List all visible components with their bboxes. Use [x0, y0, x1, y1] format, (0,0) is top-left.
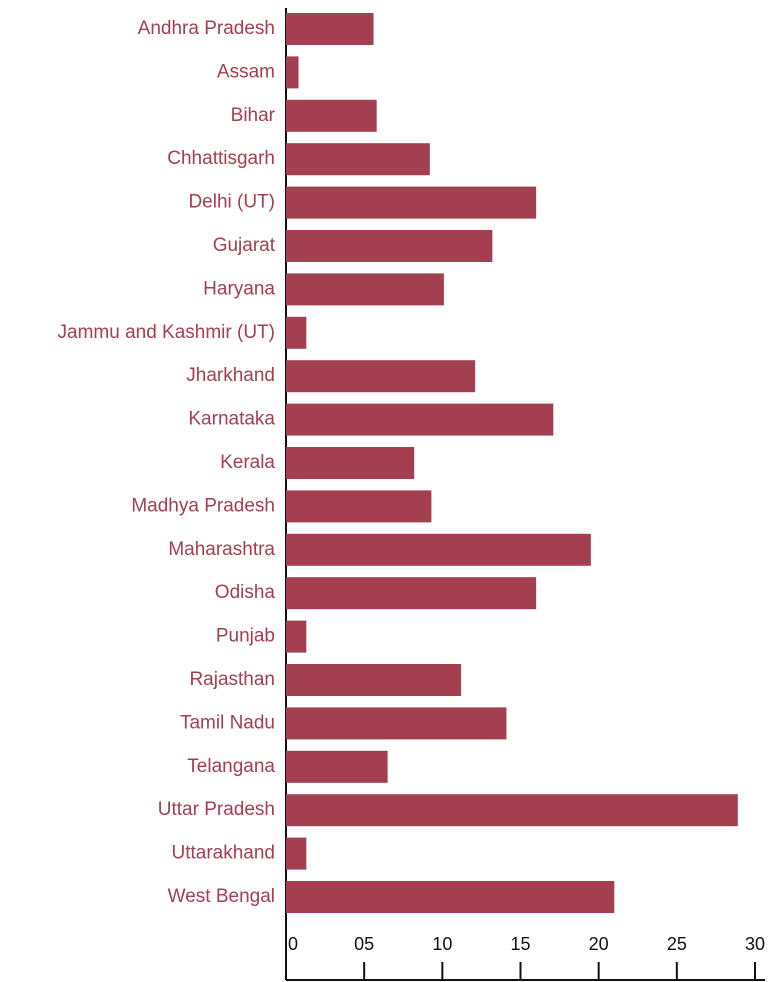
category-label: Odisha — [215, 582, 276, 603]
x-tick-label: 15 — [510, 934, 530, 954]
category-label: Bihar — [231, 105, 276, 126]
x-tick-label: 20 — [589, 934, 609, 954]
category-label: Madhya Pradesh — [131, 495, 275, 516]
x-tick-label: 0 — [288, 934, 298, 954]
bar — [286, 533, 591, 566]
x-tick-label: 05 — [354, 934, 374, 954]
bar — [286, 577, 537, 610]
bar — [286, 707, 507, 740]
bar — [286, 99, 377, 132]
category-label: Rajasthan — [189, 669, 275, 690]
bar — [286, 273, 444, 306]
bar — [286, 837, 307, 870]
category-label: Assam — [217, 61, 275, 82]
category-label: Haryana — [203, 278, 275, 299]
bar — [286, 750, 388, 783]
bar — [286, 143, 430, 176]
category-label: Telangana — [187, 756, 275, 777]
category-label: Gujarat — [213, 235, 276, 256]
category-label: Andhra Pradesh — [138, 18, 275, 39]
bar — [286, 664, 462, 696]
category-label: Uttar Pradesh — [158, 799, 275, 820]
category-label: Karnataka — [188, 409, 275, 430]
bar — [286, 490, 432, 523]
bar — [286, 186, 537, 219]
category-label: Chhattisgarh — [167, 148, 275, 169]
bar — [286, 794, 738, 827]
bar — [286, 447, 415, 479]
category-label: Punjab — [216, 626, 275, 647]
x-tick-label: 30 — [745, 934, 765, 954]
bar — [286, 316, 307, 349]
category-label: Jammu and Kashmir (UT) — [58, 322, 276, 343]
category-label: Kerala — [220, 452, 275, 473]
bar — [286, 881, 615, 913]
bar — [286, 403, 554, 436]
category-label: Tamil Nadu — [180, 712, 275, 733]
category-label: West Bengal — [168, 886, 275, 907]
bar — [286, 13, 374, 45]
bar — [286, 360, 476, 393]
category-label: Maharashtra — [168, 539, 275, 560]
bar — [286, 56, 299, 89]
category-label: Delhi (UT) — [188, 192, 275, 213]
bar — [286, 230, 493, 262]
bar — [286, 620, 307, 653]
x-tick-label: 10 — [432, 934, 452, 954]
category-label: Uttarakhand — [171, 843, 275, 864]
x-tick-label: 25 — [667, 934, 687, 954]
category-label: Jharkhand — [186, 365, 275, 386]
